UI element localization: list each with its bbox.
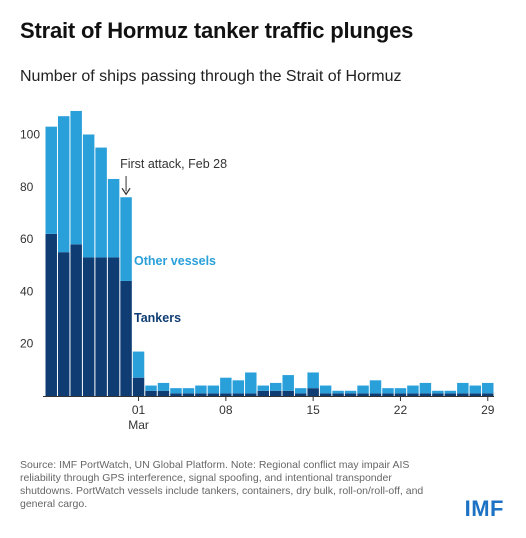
bar-tankers	[132, 377, 145, 396]
x-tick-label: 29	[481, 403, 495, 417]
bar-other-vessels	[82, 134, 95, 258]
bar-other-vessels	[394, 388, 407, 394]
annotation-arrow-head	[121, 187, 131, 196]
bar-other-vessels	[469, 385, 482, 394]
bar-tankers	[344, 393, 357, 396]
bar-other-vessels	[220, 377, 232, 394]
bar-tankers	[157, 390, 170, 396]
bar-tankers	[70, 244, 82, 396]
series-label-tankers: Tankers	[134, 311, 181, 325]
bar-other-vessels	[45, 126, 57, 234]
y-tick-label: 100	[20, 128, 40, 142]
y-tick-label: 20	[20, 337, 34, 351]
bar-tankers	[307, 388, 319, 396]
x-tick-sublabel: Mar	[128, 418, 149, 432]
bar-tankers	[207, 393, 220, 396]
bar-tankers	[482, 393, 494, 396]
bar-tankers	[145, 390, 157, 396]
chart-title: Strait of Hormuz tanker traffic plunges	[20, 18, 414, 43]
bar-tankers	[332, 393, 344, 396]
bar-other-vessels	[444, 390, 457, 394]
bar-other-vessels	[107, 178, 120, 258]
x-tick-label: 22	[394, 403, 408, 417]
bar-other-vessels	[319, 385, 332, 394]
y-tick-label: 40	[20, 284, 34, 298]
bar-tankers	[195, 393, 207, 396]
bar-other-vessels	[257, 385, 269, 391]
source-note: Source: IMF PortWatch, UN Global Platfor…	[20, 459, 424, 510]
bar-tankers	[369, 393, 382, 396]
bar-tankers	[57, 252, 70, 396]
bar-tankers	[457, 393, 469, 396]
bar-tankers	[419, 393, 432, 396]
bar-other-vessels	[70, 110, 82, 245]
bar-other-vessels	[145, 385, 157, 391]
bar-other-vessels	[344, 390, 357, 394]
bar-other-vessels	[170, 388, 182, 394]
y-tick-label: 60	[20, 232, 34, 246]
bar-tankers	[282, 390, 294, 396]
bar-tankers	[444, 393, 457, 396]
bar-tankers	[170, 393, 182, 396]
bar-other-vessels	[419, 382, 432, 394]
bar-tankers	[319, 393, 332, 396]
bar-other-vessels	[482, 382, 494, 394]
bar-other-vessels	[282, 375, 294, 391]
bar-other-vessels	[245, 372, 257, 394]
x-tick-label: 15	[306, 403, 320, 417]
chart-subtitle: Number of ships passing through the Stra…	[20, 68, 402, 85]
bar-tankers	[120, 280, 132, 396]
bar-other-vessels	[357, 385, 369, 394]
bar-tankers	[432, 393, 444, 396]
bar-other-vessels	[232, 380, 245, 394]
bar-other-vessels	[182, 388, 195, 394]
bar-tankers	[257, 390, 269, 396]
bar-other-vessels	[457, 382, 469, 394]
annotation-first-attack: First attack, Feb 28	[120, 157, 227, 171]
bar-tankers	[45, 233, 57, 396]
bar-tankers	[469, 393, 482, 396]
bar-other-vessels	[294, 388, 307, 394]
bar-other-vessels	[120, 197, 132, 281]
bar-tankers	[220, 393, 232, 396]
bar-other-vessels	[95, 147, 107, 258]
series-label-other-vessels: Other vessels	[134, 254, 216, 268]
bar-tankers	[245, 393, 257, 396]
bar-other-vessels	[407, 385, 419, 394]
bar-other-vessels	[369, 380, 382, 394]
x-tick-label: 08	[219, 403, 233, 417]
bar-other-vessels	[332, 390, 344, 394]
bar-other-vessels	[270, 382, 282, 391]
bar-tankers	[232, 393, 245, 396]
bar-tankers	[407, 393, 419, 396]
bar-tankers	[294, 393, 307, 396]
bar-tankers	[182, 393, 195, 396]
bar-other-vessels	[195, 385, 207, 394]
bar-tankers	[382, 393, 394, 396]
bar-tankers	[95, 257, 107, 396]
bar-other-vessels	[307, 372, 319, 389]
bar-other-vessels	[207, 385, 220, 394]
bar-other-vessels	[132, 351, 145, 378]
bar-other-vessels	[57, 116, 70, 253]
bar-tankers	[107, 257, 120, 396]
x-tick-label: 01	[132, 403, 146, 417]
bar-tankers	[357, 393, 369, 396]
bar-other-vessels	[157, 382, 170, 391]
imf-logo: IMF	[464, 496, 504, 521]
bar-other-vessels	[382, 388, 394, 394]
bar-tankers	[270, 390, 282, 396]
y-tick-label: 80	[20, 180, 34, 194]
bar-tankers	[394, 393, 407, 396]
bar-tankers	[82, 257, 95, 396]
bar-other-vessels	[432, 390, 444, 394]
